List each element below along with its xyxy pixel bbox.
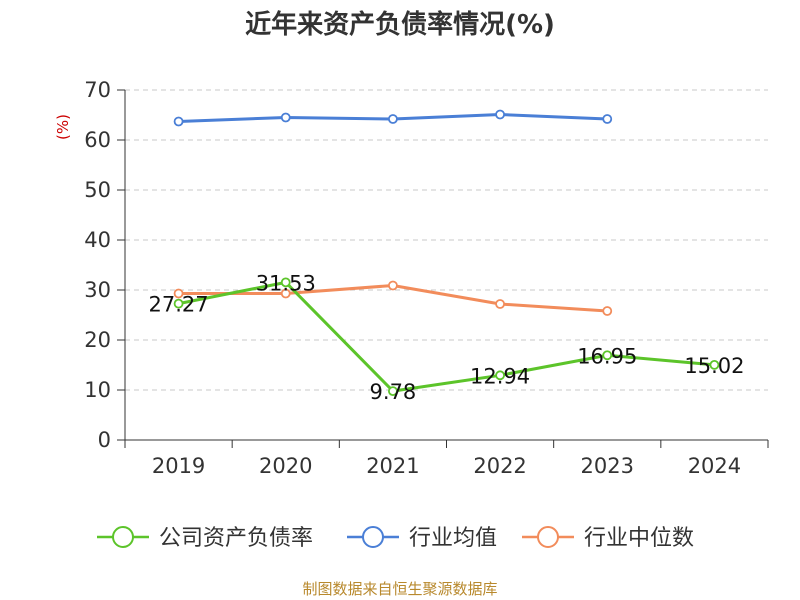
legend-item[interactable]: 公司资产负债率 — [97, 526, 313, 551]
legend-item[interactable]: 行业中位数 — [522, 526, 694, 551]
data-point — [173, 298, 184, 309]
data-point — [602, 114, 613, 124]
data-point — [173, 116, 184, 127]
data-label: 9.78 — [370, 380, 417, 404]
y-tick-label: 50 — [84, 178, 111, 202]
y-axis-label: (%) — [54, 114, 72, 140]
series-line — [178, 280, 715, 393]
legend: 公司资产负债率 行业均值 行业中位数 — [97, 526, 694, 551]
x-tick-label: 2022 — [473, 454, 526, 478]
data-label: 27.27 — [149, 293, 209, 317]
legend-item[interactable]: 行业均值 — [347, 526, 497, 551]
data-point — [280, 277, 291, 288]
legend-label: 行业均值 — [409, 526, 497, 551]
axes: 0 10 20 30 40 50 60 70 2019 2020 2021 2022 2023 2024 — [84, 78, 769, 478]
data-point — [388, 386, 398, 397]
data-point — [602, 306, 613, 316]
y-tick-label: 60 — [84, 128, 111, 152]
data-point — [280, 112, 291, 123]
chart-title: 近年来资产负债率情况(%) — [245, 10, 555, 40]
data-point — [280, 288, 291, 299]
x-tick-label: 2021 — [366, 454, 419, 478]
legend-label: 公司资产负债率 — [159, 526, 313, 551]
x-tick-label: 2019 — [152, 454, 205, 478]
y-tick-label: 30 — [84, 278, 111, 302]
series-lines — [173, 109, 720, 397]
legend-label: 行业中位数 — [584, 526, 694, 551]
x-tick-label: 2023 — [581, 454, 634, 478]
data-point — [495, 109, 505, 120]
legend-swatch-marker — [362, 526, 384, 548]
y-tick-label: 10 — [84, 378, 111, 402]
data-label: 31.53 — [256, 271, 316, 295]
y-tick-label: 70 — [84, 78, 111, 102]
data-point — [709, 359, 720, 370]
y-tick-label: 0 — [98, 428, 111, 452]
x-tick-label: 2020 — [259, 454, 312, 478]
x-tick-label: 2024 — [688, 454, 741, 478]
legend-swatch-marker — [112, 526, 134, 548]
data-point — [388, 280, 398, 291]
grid-lines — [125, 89, 768, 391]
data-point — [173, 288, 184, 299]
data-labels: 27.27 31.53 9.78 12.94 16.95 15.02 — [149, 271, 745, 404]
data-label: 16.95 — [577, 344, 637, 368]
data-point — [602, 350, 613, 361]
data-point — [495, 299, 505, 309]
legend-swatch-marker — [537, 526, 559, 548]
data-point — [495, 370, 505, 381]
data-point — [388, 114, 398, 124]
data-label: 12.94 — [470, 364, 530, 388]
source-note: 制图数据来自恒生聚源数据库 — [302, 580, 498, 598]
y-tick-label: 40 — [84, 228, 111, 252]
y-tick-label: 20 — [84, 328, 111, 352]
data-label: 15.02 — [684, 354, 744, 378]
